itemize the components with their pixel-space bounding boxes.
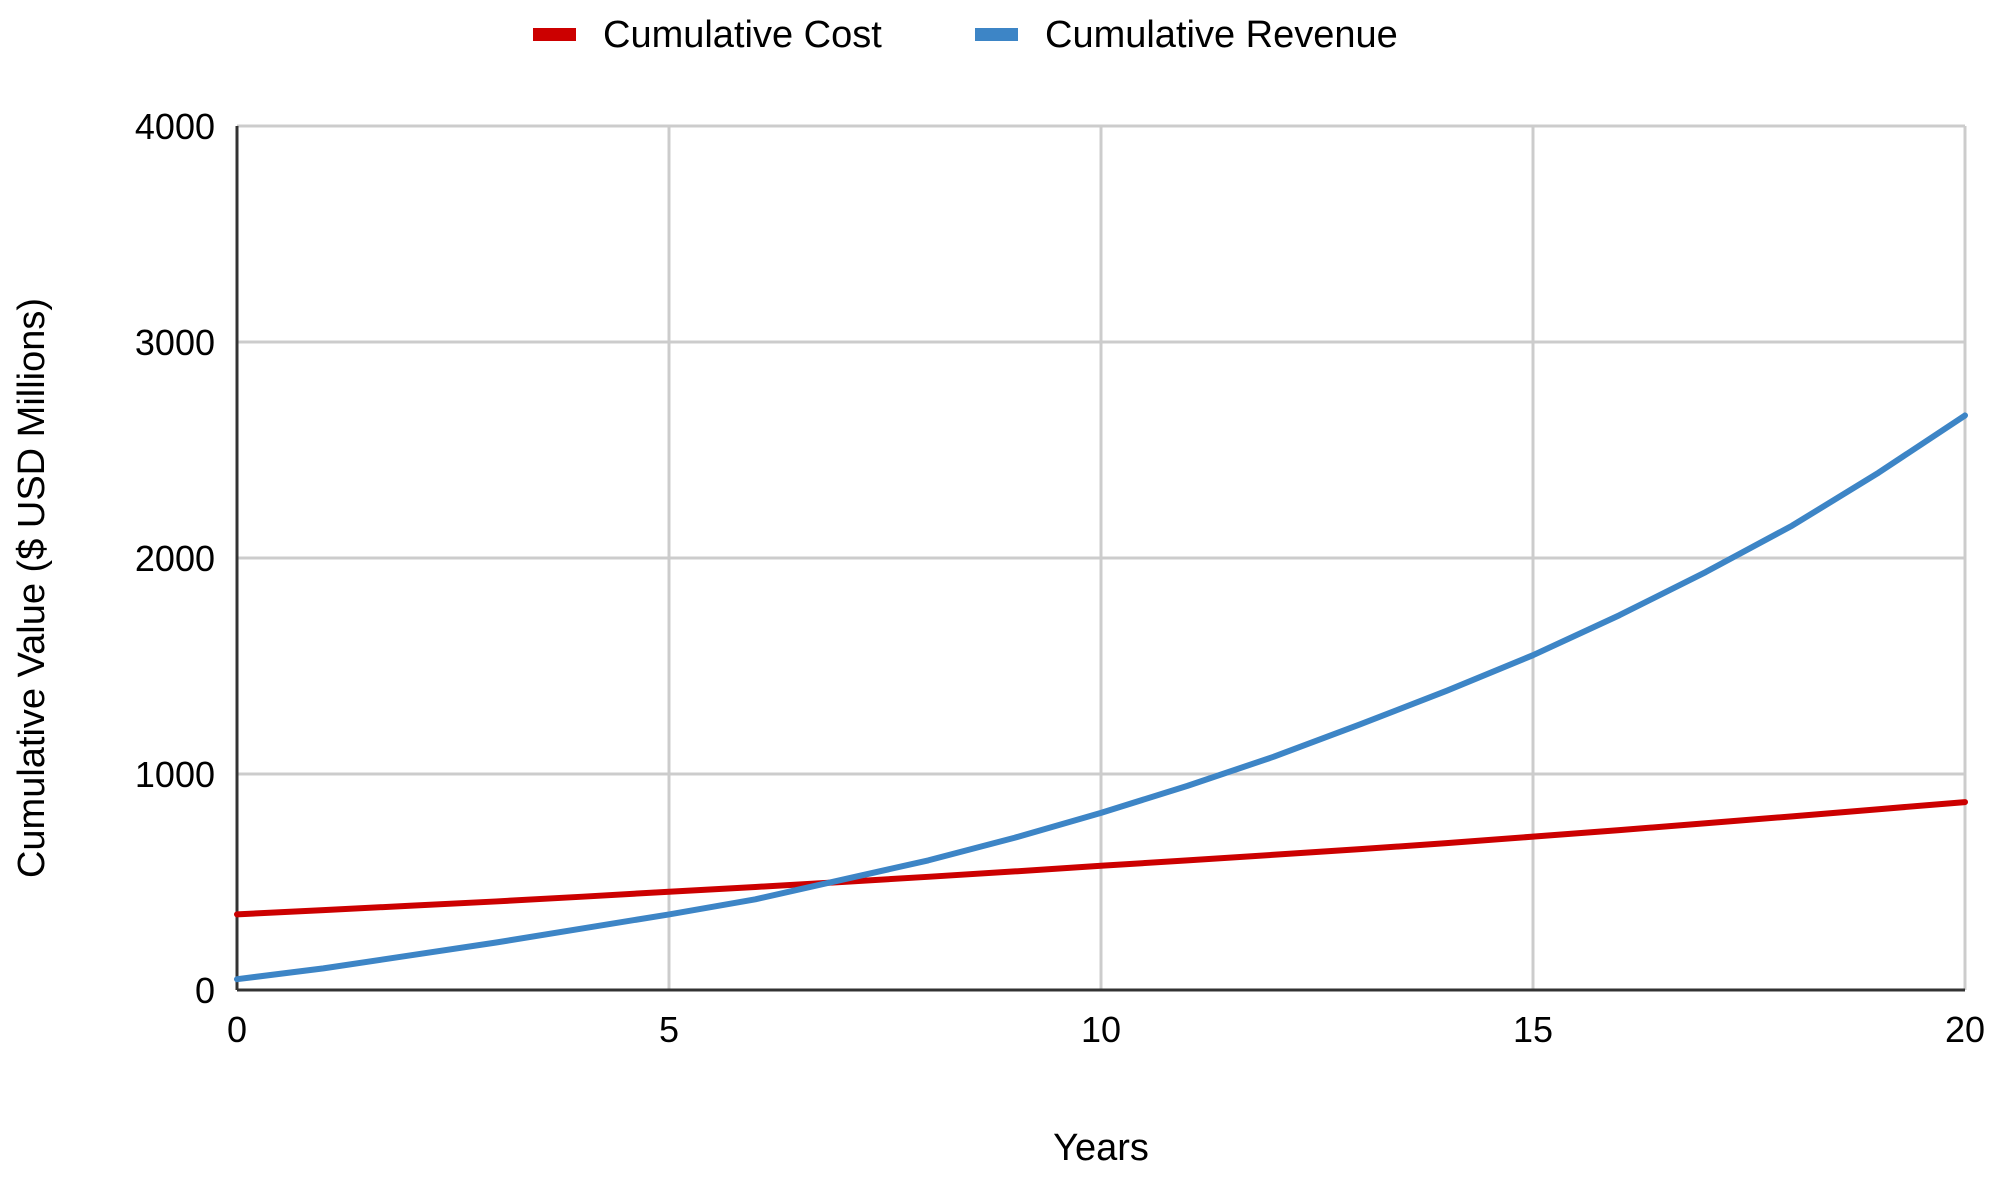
series-line-cumulative-cost: [234, 799, 1968, 918]
legend-swatch: [533, 28, 576, 41]
y-tick-label: 1000: [135, 754, 215, 795]
axes: [235, 126, 1965, 992]
x-tick-label: 0: [227, 1009, 247, 1050]
series-lines: [234, 412, 1968, 983]
y-axis-label: Cumulative Value ($ USD Millions): [11, 298, 53, 878]
legend-label: Cumulative Cost: [603, 14, 882, 56]
tick-labels: 0 1000 2000 3000 4000 0 5 10 15 20: [135, 106, 1985, 1050]
y-tick-label: 4000: [135, 106, 215, 147]
x-tick-label: 5: [659, 1009, 679, 1050]
legend-label: Cumulative Revenue: [1045, 14, 1398, 56]
legend-swatch: [975, 28, 1018, 41]
gridlines: [237, 124, 1967, 990]
x-tick-label: 15: [1513, 1009, 1553, 1050]
y-tick-label: 0: [195, 970, 215, 1011]
x-axis-label: Years: [1053, 1127, 1149, 1169]
y-tick-label: 2000: [135, 538, 215, 579]
x-tick-label: 10: [1081, 1009, 1121, 1050]
y-tick-label: 3000: [135, 322, 215, 363]
x-tick-label: 20: [1945, 1009, 1985, 1050]
legend: Cumulative Cost Cumulative Revenue: [533, 14, 1398, 56]
series-line-cumulative-revenue: [234, 412, 1968, 983]
